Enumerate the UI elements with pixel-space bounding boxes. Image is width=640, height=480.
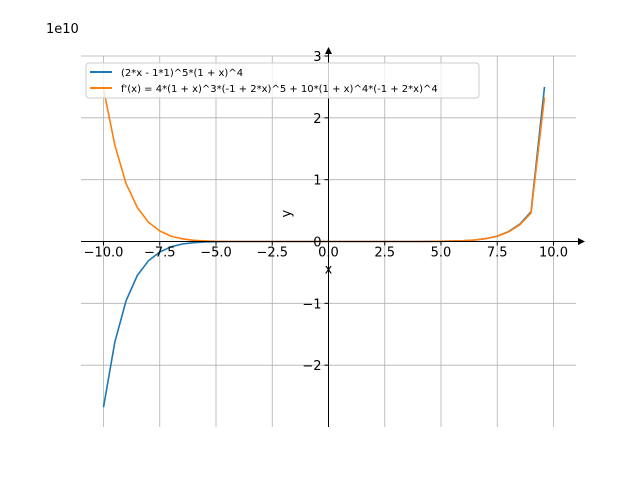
series-line bbox=[102, 88, 546, 243]
y-axis-arrow bbox=[325, 47, 332, 54]
legend-box bbox=[85, 62, 480, 99]
x-tick-label: 0.0 bbox=[318, 246, 339, 261]
axes bbox=[81, 47, 585, 427]
legend: (2*x - 1*1)^5*(1 + x)^4 f'(x) = 4*(1 + x… bbox=[85, 62, 480, 99]
x-tick-label: 10.0 bbox=[539, 246, 568, 261]
y-offset-label: 1e10 bbox=[46, 22, 79, 37]
ticks: −10.0 −7.5 −5.0 −2.5 0.0 2.5 5.0 7.5 10.0 −2 −1 0 1 2… bbox=[84, 50, 568, 374]
x-tick-label: 7.5 bbox=[487, 246, 508, 261]
y-tick-label: 0 bbox=[313, 236, 321, 251]
x-axis-label: x bbox=[325, 263, 333, 278]
x-tick-label: −7.5 bbox=[144, 246, 176, 261]
x-tick-label: 2.5 bbox=[374, 246, 395, 261]
x-axis-arrow bbox=[578, 238, 585, 245]
x-tick-label: −10.0 bbox=[84, 246, 124, 261]
y-tick-label: 1 bbox=[313, 174, 321, 189]
x-tick-label: −2.5 bbox=[256, 246, 288, 261]
x-tick-label: −5.0 bbox=[200, 246, 232, 261]
x-tick-label: 5.0 bbox=[431, 246, 452, 261]
y-tick-label: 2 bbox=[313, 112, 321, 127]
y-tick-label: −2 bbox=[302, 359, 321, 374]
y-tick-label: −1 bbox=[302, 297, 321, 312]
y-axis-label: y bbox=[280, 210, 295, 218]
legend-entry: (2*x - 1*1)^5*(1 + x)^4 bbox=[121, 68, 243, 79]
legend-entry: f'(x) = 4*(1 + x)^3*(-1 + 2*x)^5 + 10*(1… bbox=[121, 84, 438, 95]
y-tick-label: 3 bbox=[313, 50, 321, 65]
